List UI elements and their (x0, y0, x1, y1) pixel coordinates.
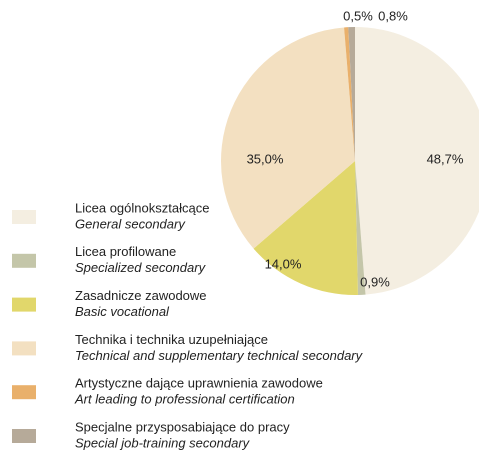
pie-slice (253, 161, 358, 295)
slice-label: 35,0% (247, 151, 284, 166)
slice-label: 0,5% (343, 8, 373, 23)
legend-swatch (12, 385, 36, 400)
legend-translation: Art leading to professional certificatio… (74, 392, 295, 407)
legend-label: Licea profilowane (75, 244, 176, 259)
legend-swatch (12, 253, 36, 268)
pie-slice (355, 161, 366, 295)
pie-slice (344, 27, 355, 161)
legend-translation: Special job-training secondary (75, 435, 251, 450)
legend-label: Zasadnicze zawodowe (75, 288, 207, 303)
legend-swatch (12, 429, 36, 443)
slice-label: 14,0% (265, 256, 302, 271)
slice-label: 0,9% (360, 274, 390, 289)
legend-swatch (12, 341, 36, 356)
legend-label: Artystyczne dające uprawnienia zawodowe (75, 376, 323, 391)
pie-slice (221, 27, 355, 249)
legend-swatch (12, 297, 36, 312)
pie-slice (355, 27, 479, 295)
slice-label: 48,7% (427, 151, 464, 166)
legend-swatch (12, 210, 36, 224)
legend-translation: Basic vocational (75, 304, 170, 319)
legend-label: Technika i technika uzupełniające (75, 332, 268, 347)
legend-translation: General secondary (75, 216, 186, 231)
pie-slice (348, 27, 355, 161)
slice-label: 0,8% (378, 8, 408, 23)
legend-translation: Technical and supplementary technical se… (75, 348, 364, 363)
legend-label: Licea ogólnokształcące (75, 200, 209, 215)
legend-translation: Specialized secondary (75, 260, 207, 275)
legend-label: Specjalne przysposabiające do pracy (75, 419, 290, 434)
